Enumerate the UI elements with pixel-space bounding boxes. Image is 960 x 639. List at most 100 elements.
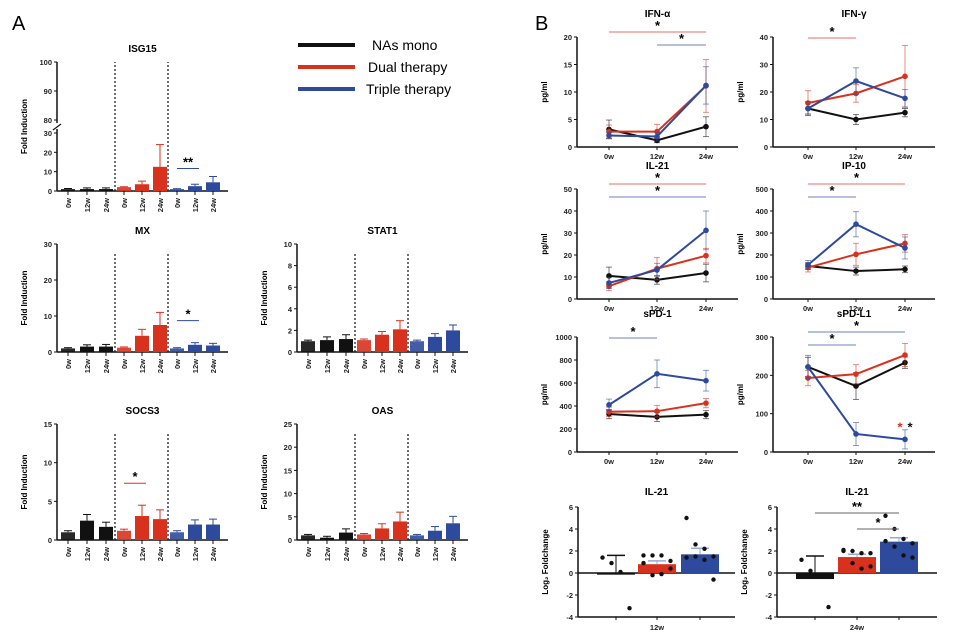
bar-triple-therapy-0w <box>170 532 184 540</box>
chart-title: IL-21 <box>845 487 869 498</box>
data-point-12w <box>654 128 660 135</box>
data-dot <box>826 604 831 610</box>
data-point-24w <box>703 82 709 89</box>
y-axis-label: Log₂ Foldchange <box>541 529 550 595</box>
data-point-0w <box>606 132 612 139</box>
y-axis-label: pg/ml <box>540 384 549 405</box>
y-tick-label: 400 <box>559 402 572 411</box>
data-dot <box>684 555 689 560</box>
y-tick-label: 5 <box>48 497 52 506</box>
y-tick-label: 0 <box>568 143 572 152</box>
y-axis-label: pg/ml <box>736 81 745 102</box>
y-tick-label: 0 <box>568 295 572 304</box>
bar-nas-mono-0w <box>61 532 75 540</box>
bar-triple-therapy-24w <box>206 182 220 191</box>
chart-title: IL-21 <box>645 487 669 498</box>
chart-ip-10-8: IP-10 pg/ml 0 100 200 300 400 500 0w 12w 24w * * <box>736 161 935 313</box>
y-tick-label: 80 <box>44 116 52 125</box>
x-tick-label: 12w <box>323 359 332 373</box>
data-point-24w <box>703 411 709 418</box>
bar-dual-therapy-0w <box>117 530 131 540</box>
y-tick-label: 0 <box>48 536 52 545</box>
data-point-12w <box>654 408 660 414</box>
y-tick-label: 0 <box>764 448 768 457</box>
y-tick-label: 500 <box>755 185 768 194</box>
y-tick-label: 100 <box>755 410 768 419</box>
x-tick-label: 0w <box>120 198 129 208</box>
data-point-12w <box>853 116 859 123</box>
y-tick-label: 15 <box>284 466 292 475</box>
y-tick-label: 10 <box>44 459 52 468</box>
bar-nas-mono-0w <box>301 535 315 540</box>
x-tick-label: 12w <box>378 359 387 373</box>
bar-nas-mono-24w <box>99 346 113 352</box>
data-dot <box>711 554 716 559</box>
chart-il-21-7: IL-21 pg/ml 0 10 20 30 40 50 0w 12w 24w ** <box>540 161 738 313</box>
data-dot <box>850 560 855 566</box>
y-tick-label: 0 <box>48 187 52 196</box>
bar-dual-therapy-24w <box>393 329 407 352</box>
x-tick-label: 12w <box>323 547 332 561</box>
x-tick-label: 12w <box>191 547 200 561</box>
y-tick-label: 0 <box>768 569 772 578</box>
bar-dual-therapy-12w <box>375 334 389 352</box>
y-tick-label: 50 <box>564 185 572 194</box>
y-axis-label: pg/ml <box>736 384 745 405</box>
y-tick-label: 20 <box>44 276 52 285</box>
chart-title: MX <box>135 226 150 237</box>
y-axis-label: Log₂ Foldchange <box>740 529 749 595</box>
bar-triple-therapy-0w <box>170 189 184 191</box>
y-tick-label: 0 <box>288 536 292 545</box>
data-dot <box>641 553 646 558</box>
x-tick-label: 24w <box>699 457 713 466</box>
y-tick-label: 400 <box>755 207 768 216</box>
data-point-24w <box>902 95 908 102</box>
y-tick-label: 10 <box>760 116 768 125</box>
data-dot <box>650 553 655 558</box>
bar-dual-therapy <box>838 557 876 573</box>
data-dot <box>711 577 716 582</box>
y-tick-label: 15 <box>564 61 572 70</box>
data-dot <box>684 515 689 521</box>
data-dot <box>799 557 804 562</box>
y-tick-label: 200 <box>755 371 768 380</box>
significance-marker: * <box>875 515 881 530</box>
bar-triple-therapy <box>681 554 719 573</box>
x-tick-label: 12w <box>849 457 863 466</box>
y-tick-label: 200 <box>559 425 572 434</box>
chart-ifn--5: IFN-α pg/ml 0 5 10 15 20 0w 12w 24w * * <box>540 9 738 161</box>
x-tick-label: 24w <box>449 359 458 373</box>
y-tick-label: 200 <box>755 251 768 260</box>
chart-title: STAT1 <box>367 226 398 237</box>
x-tick-label: 0w <box>803 304 813 313</box>
bar-nas-mono-24w <box>99 526 113 540</box>
x-tick-label: 0w <box>413 547 422 557</box>
x-tick-label: 0w <box>604 304 614 313</box>
bar-triple-therapy-12w <box>188 344 202 352</box>
y-axis-label: Fold Induction <box>20 270 29 325</box>
bar-nas-mono-12w <box>80 346 94 352</box>
x-tick-label: 0w <box>604 152 614 161</box>
y-axis-label: Fold Induction <box>20 454 29 509</box>
x-tick-label: 12w <box>849 304 863 313</box>
significance-marker: * <box>679 31 685 46</box>
data-point-0w <box>606 402 612 408</box>
panel-label-b: B <box>535 13 548 35</box>
bar-triple-therapy-24w <box>206 345 220 352</box>
chart-mx-1: MX Fold Induction 0 10 20 30 0w 12w 24w 0w 12w 24w 0… <box>20 226 228 373</box>
chart-stat1-2: STAT1 Fold Induction 0 2 4 6 8 10 0w 12w 24w 0w 12w 2… <box>260 226 468 373</box>
bar-triple-therapy-0w <box>410 535 424 540</box>
bar-dual-therapy-12w <box>135 184 149 191</box>
data-dot <box>668 558 673 564</box>
data-point-12w <box>853 431 859 437</box>
x-tick-label: 0w <box>413 359 422 369</box>
bar-triple-therapy-24w <box>206 524 220 540</box>
data-dot <box>883 538 888 544</box>
y-tick-label: 0 <box>764 295 768 304</box>
significance-marker: * <box>829 331 835 346</box>
data-dot <box>641 560 646 566</box>
bar-nas-mono-12w <box>320 340 334 352</box>
significance-marker: * <box>630 324 636 339</box>
chart-spd-1-9: sPD-1 pg/ml 0 200 400 600 800 1000 0w 12w 24w * <box>540 309 738 466</box>
y-tick-label: 0 <box>48 348 52 357</box>
